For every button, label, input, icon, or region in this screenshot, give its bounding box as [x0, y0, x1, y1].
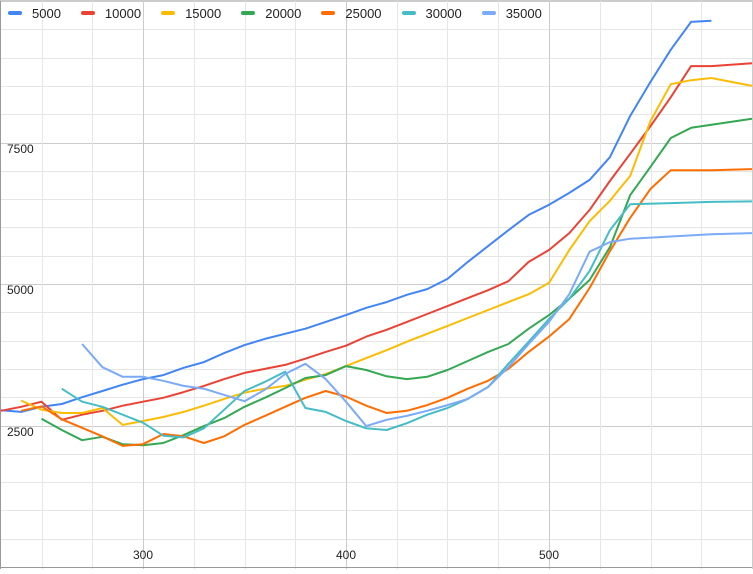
legend-swatch-icon — [161, 11, 176, 15]
x-tick-400: 400 — [336, 548, 357, 562]
series-line-15000[interactable] — [20, 77, 753, 426]
legend-label: 15000 — [185, 5, 222, 21]
legend-swatch-icon — [8, 11, 22, 15]
legend-label: 10000 — [104, 5, 142, 21]
legend-item-30000[interactable]: 30000 — [401, 5, 462, 21]
y-tick-7500: 7500 — [7, 142, 34, 156]
legend-swatch-icon — [401, 11, 416, 15]
legend-item-5000[interactable]: 5000 — [8, 6, 61, 21]
legend-swatch-icon — [321, 11, 336, 15]
legend-swatch-icon — [241, 11, 256, 15]
legend-swatch-icon — [481, 11, 496, 15]
legend-label: 25000 — [345, 5, 382, 21]
series-line-20000[interactable] — [41, 117, 753, 447]
y-tick-2500: 2500 — [7, 425, 34, 439]
legend-swatch-icon — [80, 11, 95, 15]
legend-label: 5000 — [32, 5, 61, 21]
legend-item-15000[interactable]: 15000 — [161, 6, 221, 21]
series-line-25000[interactable] — [20, 168, 753, 447]
legend-label: 30000 — [425, 5, 462, 21]
x-tick-500: 500 — [539, 548, 560, 562]
legend-item-25000[interactable]: 25000 — [321, 5, 382, 21]
series-line-30000[interactable] — [61, 200, 753, 439]
x-tick-300: 300 — [133, 548, 154, 562]
series-line-5000[interactable] — [0, 19, 712, 413]
legend-item-10000[interactable]: 10000 — [80, 5, 142, 21]
chart-legend: 5000 10000 15000 20000 25000 30000 35000 — [0, 0, 554, 26]
y-tick-5000: 5000 — [7, 283, 34, 297]
legend-item-20000[interactable]: 20000 — [241, 6, 301, 21]
legend-label: 35000 — [505, 5, 542, 21]
legend-label: 20000 — [265, 5, 302, 21]
series-line-35000[interactable] — [81, 232, 753, 428]
legend-item-35000[interactable]: 35000 — [481, 5, 542, 21]
series-line-10000[interactable] — [0, 62, 753, 421]
